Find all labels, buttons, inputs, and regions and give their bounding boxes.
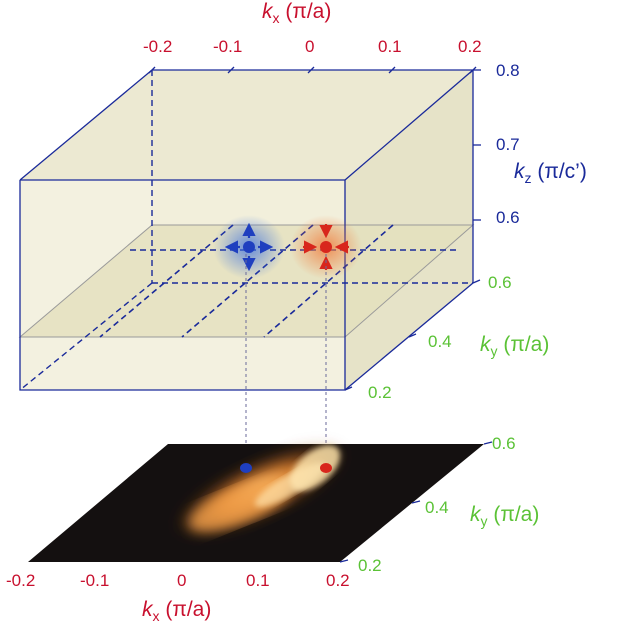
slice-kx-tick-3: 0 <box>177 571 187 590</box>
slice-ky-tick-1: 0.6 <box>492 434 516 453</box>
slice-ky-tick-3: 0.2 <box>358 556 382 575</box>
slice-ky-axis-label: ky (π/a) <box>470 503 540 530</box>
box-ky-tick-1: 0.6 <box>488 273 512 292</box>
slice-kx-tick-2: -0.1 <box>80 571 110 590</box>
box-kx-tick-5: 0.2 <box>458 37 482 56</box>
slice-kx-tick-4: 0.1 <box>246 571 270 590</box>
box-kx-tick-2: -0.1 <box>213 37 243 56</box>
slice-sink-point <box>320 463 332 473</box>
box-ky-tick-marks <box>344 279 481 391</box>
box-kz-tick-1: 0.8 <box>496 61 520 80</box>
box-kx-tick-4: 0.1 <box>378 37 402 56</box>
box-kz-tick-2: 0.7 <box>496 135 520 154</box>
slice-kx-tick-5: 0.2 <box>326 571 350 590</box>
weyl-source-arrows <box>224 222 274 272</box>
slice-ky-tick-2: 0.4 <box>425 498 449 517</box>
box-ky-tick-2: 0.4 <box>428 332 452 351</box>
slice-ky-tick-marks <box>339 441 493 563</box>
box-hidden-edges <box>19 70 473 391</box>
box-kx-tick-1: -0.2 <box>143 37 173 56</box>
weyl-sink-point <box>320 241 332 253</box>
slice-source-point <box>240 463 252 473</box>
box-kx-tick-3: 0 <box>305 37 315 56</box>
box-kz-axis-label: kz (π/c’) <box>514 160 587 187</box>
weyl-source-point <box>243 241 255 253</box>
slice-kx-tick-1: -0.2 <box>6 571 36 590</box>
box-kz-tick-marks <box>473 69 481 221</box>
fermi-arc-intensity <box>172 441 348 539</box>
slice-kx-axis-label: kx (π/a) <box>142 598 212 625</box>
box-ky-axis-label: ky (π/a) <box>480 333 550 360</box>
box-kx-axis-label: kx (π/a) <box>262 0 332 27</box>
projection-lines <box>245 254 327 466</box>
box-top-face <box>20 70 473 180</box>
box-ky-tick-3: 0.2 <box>368 383 392 402</box>
box-kz-tick-3: 0.6 <box>496 208 520 227</box>
